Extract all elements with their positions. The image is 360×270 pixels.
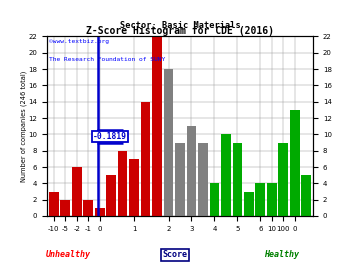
- Bar: [72, 167, 81, 216]
- Text: ©www.textbiz.org: ©www.textbiz.org: [49, 39, 109, 44]
- Bar: [210, 183, 219, 216]
- Bar: [106, 175, 116, 216]
- Bar: [129, 159, 139, 216]
- Bar: [233, 143, 242, 216]
- Bar: [83, 200, 93, 216]
- Bar: [95, 208, 104, 216]
- Bar: [186, 126, 196, 216]
- Text: Unhealthy: Unhealthy: [46, 250, 91, 259]
- Bar: [244, 191, 254, 216]
- Text: The Research Foundation of SUNY: The Research Foundation of SUNY: [49, 57, 166, 62]
- Bar: [60, 200, 70, 216]
- Bar: [279, 143, 288, 216]
- Bar: [301, 175, 311, 216]
- Text: Score: Score: [162, 250, 187, 259]
- Bar: [141, 102, 150, 216]
- Bar: [49, 191, 59, 216]
- Bar: [267, 183, 277, 216]
- Bar: [198, 143, 208, 216]
- Text: Healthy: Healthy: [264, 250, 299, 259]
- Bar: [164, 69, 174, 216]
- Bar: [256, 183, 265, 216]
- Title: Z-Score Histogram for CDE (2016): Z-Score Histogram for CDE (2016): [86, 26, 274, 36]
- Bar: [290, 110, 300, 216]
- Y-axis label: Number of companies (246 total): Number of companies (246 total): [20, 70, 27, 182]
- Text: -0.1819: -0.1819: [93, 132, 127, 141]
- Text: Sector: Basic Materials: Sector: Basic Materials: [120, 21, 240, 30]
- Bar: [221, 134, 231, 216]
- Bar: [152, 36, 162, 216]
- Bar: [118, 151, 127, 216]
- Bar: [175, 143, 185, 216]
